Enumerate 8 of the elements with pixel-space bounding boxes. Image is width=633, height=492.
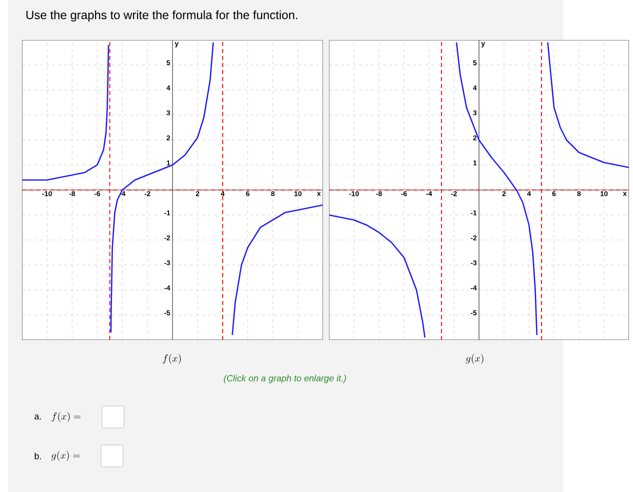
text: $g(x)$ <box>466 354 484 364</box>
text: (Click on a graph to enlarge it.) <box>224 374 346 384</box>
text: $f(x) =$ <box>52 412 81 422</box>
text: a. <box>34 414 41 420</box>
text: b. <box>34 452 41 460</box>
text: $f(x)$ <box>162 354 181 364</box>
chart-title: Use the graphs to write the formula for the function. <box>26 10 298 22</box>
text: $g(x) =$ <box>51 450 80 461</box>
